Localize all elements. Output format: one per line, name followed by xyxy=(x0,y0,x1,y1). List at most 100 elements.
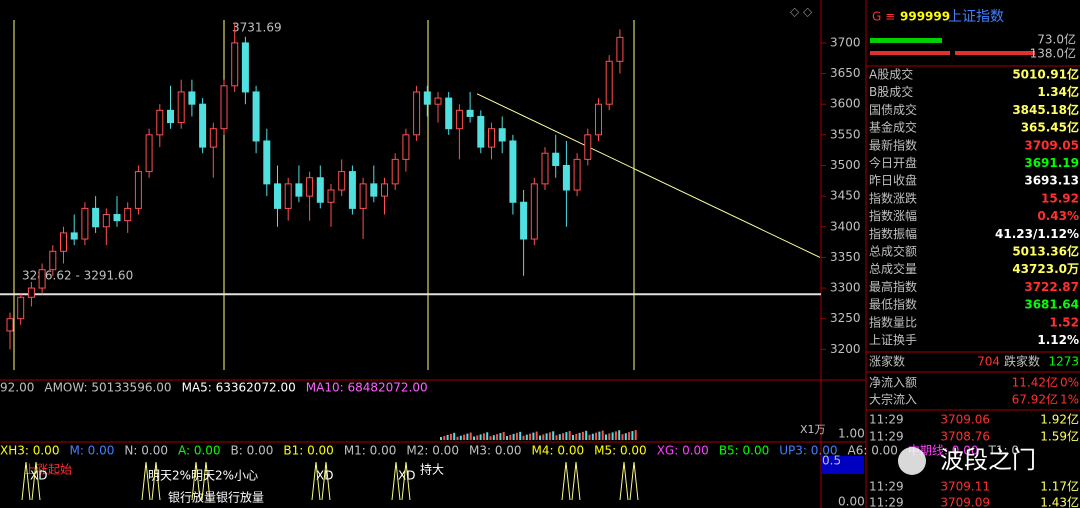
candle-body xyxy=(6,318,14,332)
flow-pct: 0% xyxy=(1060,376,1079,390)
volume-unit: X1万 xyxy=(800,423,826,436)
volume-bar xyxy=(522,435,525,440)
signal-shape xyxy=(191,461,211,501)
stat-value: 3845.18亿 xyxy=(1012,102,1079,117)
candle-body xyxy=(348,171,356,209)
volume-bar xyxy=(581,431,584,440)
volume-bar xyxy=(568,431,571,440)
indicator-value: B1: 0.00 xyxy=(283,444,333,458)
volume-bar xyxy=(618,430,621,440)
volume-bar xyxy=(631,431,634,440)
volume-bar xyxy=(469,432,472,440)
candle-body xyxy=(113,214,121,222)
indicator-value: A: 0.00 xyxy=(178,444,221,458)
indicator-value: M2: 0.00 xyxy=(406,444,459,458)
candle-body xyxy=(413,91,421,136)
stat-value: 365.45亿 xyxy=(1021,120,1079,135)
ma-value: MA10: 68482072.00 xyxy=(306,381,428,395)
candle-body xyxy=(60,232,67,252)
candle-body xyxy=(220,85,228,130)
indicator-value: M: 0.00 xyxy=(69,444,114,458)
candle-body xyxy=(38,269,46,289)
candle-body xyxy=(488,128,495,148)
tick-price: 3709.11 xyxy=(940,480,990,494)
candle-body xyxy=(295,183,303,197)
candle-body xyxy=(81,207,89,240)
indicator-tick: 0.00 xyxy=(838,495,865,508)
volume-bar xyxy=(624,433,627,440)
candle-body xyxy=(188,91,196,105)
candle-body xyxy=(134,171,142,209)
volume-bar xyxy=(634,430,637,440)
peak-label: 3731.69 xyxy=(232,21,282,35)
tick-volume: 1.59亿 xyxy=(1040,429,1079,444)
indicator-note: 持大 xyxy=(420,462,444,477)
tick-volume: 1.17亿 xyxy=(1040,479,1079,494)
indicator-value: UP3: 0.00 xyxy=(779,444,837,458)
candle-body xyxy=(391,158,399,185)
candle-body xyxy=(605,60,613,105)
watermark-icon xyxy=(898,447,926,475)
tick-price: 3708.76 xyxy=(940,430,990,444)
flow-value: 67.92亿 xyxy=(1012,392,1058,407)
volume-bar xyxy=(601,430,604,440)
volume-bar xyxy=(502,432,505,440)
tick-volume: 1.92亿 xyxy=(1040,412,1079,427)
flow-value: 11.42亿 xyxy=(1012,375,1058,390)
y-tick-label: 3650 xyxy=(830,66,861,80)
candle-body xyxy=(498,128,506,142)
volume-bar xyxy=(575,433,578,440)
y-tick-label: 3600 xyxy=(830,97,861,111)
candle-body xyxy=(338,171,346,191)
bar-label: 138.0亿 xyxy=(1030,46,1076,61)
stat-label: 基金成交 xyxy=(869,120,917,135)
trendline xyxy=(476,93,821,258)
signal-shape xyxy=(391,461,411,501)
flow-label: 大宗流入 xyxy=(869,392,917,407)
stat-label: 总成交量 xyxy=(869,261,917,276)
volume-bar xyxy=(449,433,452,440)
ma-value: AMOW: 50133596.00 xyxy=(44,381,171,395)
candle-body xyxy=(177,91,185,124)
tick-volume: 1.43亿 xyxy=(1040,495,1079,508)
volume-bar xyxy=(512,433,515,440)
bar-buy xyxy=(870,38,942,43)
volume-bar xyxy=(628,432,631,440)
volume-bar xyxy=(506,436,508,440)
volume-bar xyxy=(598,431,601,440)
stat-value: 3681.64 xyxy=(1024,298,1079,312)
candle-body xyxy=(616,36,624,62)
volume-bar xyxy=(473,436,475,440)
breadth: 704 xyxy=(977,355,1000,369)
stat-value: 41.23/1.12% xyxy=(995,227,1079,241)
volume-bar xyxy=(482,433,485,440)
tick-time: 11:29 xyxy=(869,496,904,508)
menu-g[interactable]: G ≡ xyxy=(872,10,895,24)
stat-label: 上证换手 xyxy=(869,333,917,347)
candle-body xyxy=(263,140,271,185)
name: 上证指数 xyxy=(948,9,1004,25)
stat-value: 3693.13 xyxy=(1024,174,1079,188)
flow-pct: 1% xyxy=(1060,393,1079,407)
stat-label: 总成交额 xyxy=(869,244,917,259)
stat-label: 今日开盘 xyxy=(869,155,917,170)
volume-bar xyxy=(515,432,518,440)
indicator-value: M5: 0.00 xyxy=(594,444,647,458)
breadth: 1273 xyxy=(1048,355,1079,369)
indicator-value: M1: 0.00 xyxy=(344,444,397,458)
volume-bar xyxy=(529,433,532,440)
indicator-tick: 0.5 xyxy=(822,454,841,468)
stat-value: 3722.87 xyxy=(1024,280,1079,294)
stat-label: 指数振幅 xyxy=(869,226,917,241)
candle-body xyxy=(520,201,528,240)
volume-bar xyxy=(440,437,442,440)
indicator-value: XH3: 0.00 xyxy=(0,444,59,458)
stat-label: 昨日收盘 xyxy=(869,173,917,188)
breadth: 跌家数 xyxy=(1004,354,1040,369)
icon[interactable]: ◇ ◇ xyxy=(790,5,813,19)
volume-bar xyxy=(585,430,588,440)
volume-bar xyxy=(545,433,548,440)
flow-label: 净流入额 xyxy=(869,376,917,390)
candle-body xyxy=(530,183,538,240)
